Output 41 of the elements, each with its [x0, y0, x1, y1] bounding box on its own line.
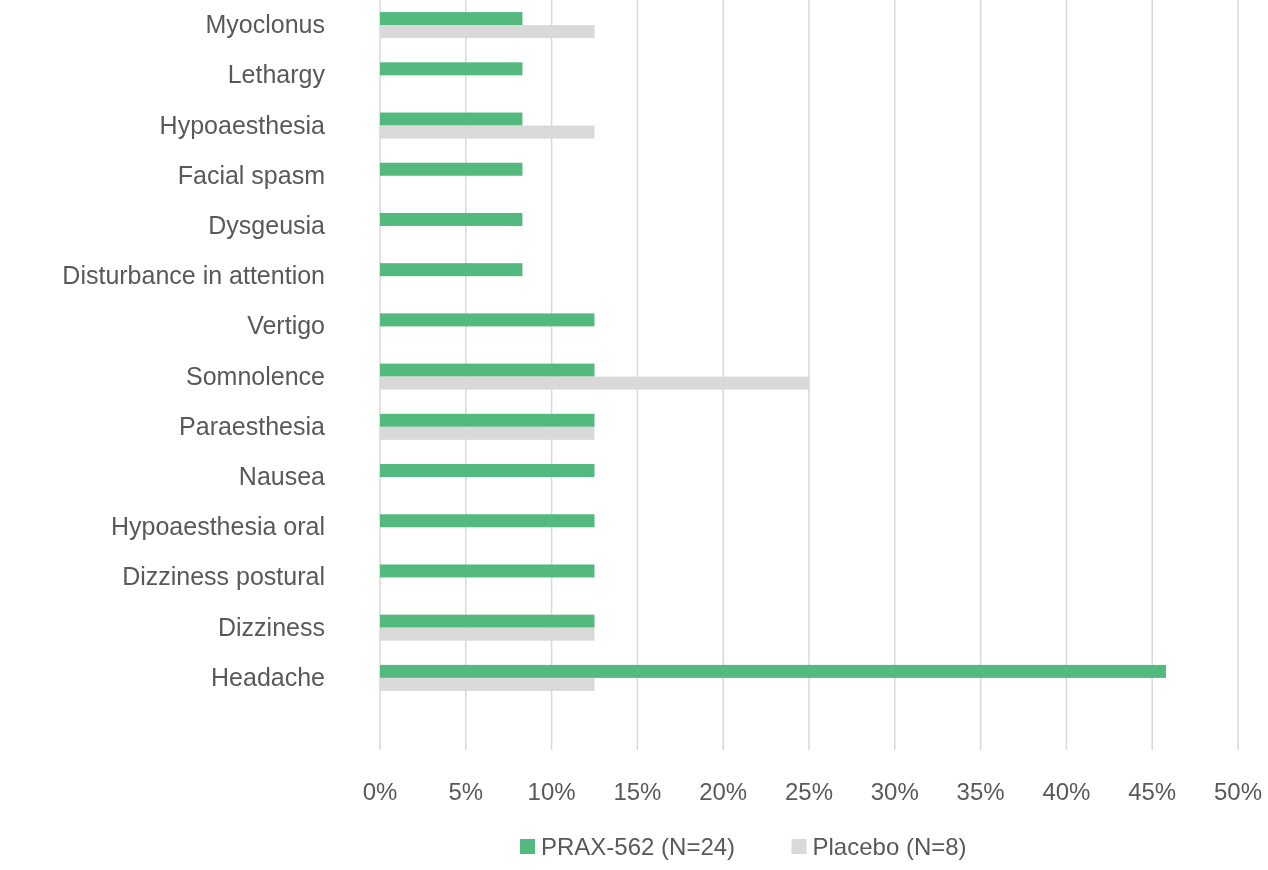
y-tick-label: Disturbance in attention — [62, 261, 325, 290]
bar — [380, 212, 523, 226]
x-tick-label: 45% — [1128, 778, 1177, 805]
y-tick-label: Hypoaesthesia oral — [110, 512, 325, 541]
legend-label: PRAX-562 (N=24) — [541, 833, 736, 860]
x-tick-label: 10% — [527, 778, 576, 805]
x-tick-label: 20% — [699, 778, 748, 805]
bar — [380, 614, 595, 628]
x-tick-label: 35% — [956, 778, 1005, 805]
y-tick-label: Myoclonus — [205, 10, 325, 39]
bar — [380, 363, 595, 377]
y-tick-label: Dizziness — [218, 612, 325, 641]
x-tick-label: 15% — [613, 778, 662, 805]
bar — [380, 664, 1166, 678]
x-tick-label: 30% — [870, 778, 919, 805]
x-tick-label: 40% — [1042, 778, 1091, 805]
bar — [380, 112, 523, 126]
legend-label: Placebo (N=8) — [812, 833, 967, 860]
bar — [380, 62, 523, 76]
bar — [380, 263, 523, 277]
bar — [380, 313, 595, 327]
y-tick-label: Nausea — [238, 462, 326, 491]
y-tick-label: Dysgeusia — [208, 210, 326, 239]
x-tick-label: 0% — [362, 778, 398, 805]
y-tick-label: Dizziness postural — [122, 562, 325, 591]
bar — [380, 564, 595, 578]
y-tick-label: Vertigo — [247, 311, 325, 340]
y-tick-label: Somnolence — [186, 361, 325, 390]
bar — [380, 12, 523, 26]
y-tick-label: Paraesthesia — [179, 411, 326, 440]
y-tick-label: Hypoaesthesia — [159, 110, 326, 139]
bar — [380, 514, 595, 528]
bar — [380, 413, 595, 427]
bar — [380, 464, 595, 478]
y-tick-label: Lethargy — [227, 60, 326, 89]
y-tick-label: Facial spasm — [177, 160, 325, 189]
x-tick-label: 5% — [448, 778, 484, 805]
bar — [380, 162, 523, 176]
x-tick-label: 25% — [784, 778, 834, 805]
x-tick-label: 50% — [1213, 778, 1263, 805]
y-tick-label: Headache — [211, 662, 325, 691]
